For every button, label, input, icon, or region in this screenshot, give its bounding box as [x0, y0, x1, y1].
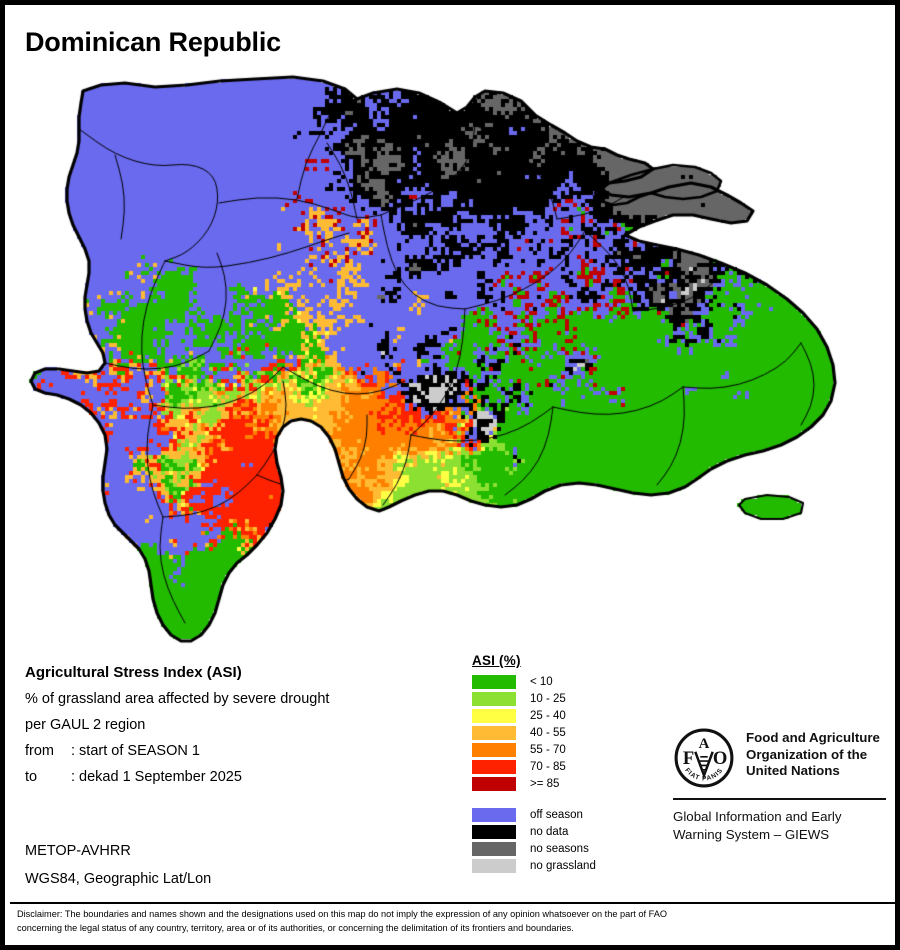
- period-to-value: : dekad 1 September 2025: [71, 769, 242, 785]
- legend-special-row[interactable]: no seasons: [472, 840, 672, 857]
- legend-class-label: >= 85: [530, 777, 560, 790]
- legend-class-swatch: [472, 725, 516, 740]
- legend-class-swatch: [472, 708, 516, 723]
- period-from-value: : start of SEASON 1: [71, 743, 200, 759]
- legend-class-label: 25 - 40: [530, 709, 566, 722]
- description-heading: Agricultural Stress Index (ASI): [25, 664, 242, 681]
- legend-class-label: 70 - 85: [530, 760, 566, 773]
- legend-class-swatch: [472, 742, 516, 757]
- legend-special-row[interactable]: off season: [472, 806, 672, 823]
- map-area[interactable]: [5, 63, 895, 663]
- fao-divider: [673, 798, 886, 800]
- disclaimer-divider: [10, 902, 895, 904]
- legend-class-row[interactable]: 25 - 40: [472, 707, 672, 724]
- legend-class-row[interactable]: 70 - 85: [472, 758, 672, 775]
- legend-special-swatch: [472, 824, 516, 839]
- legend-class-swatch: [472, 691, 516, 706]
- legend-class-label: 55 - 70: [530, 743, 566, 756]
- legend-special-label: no data: [530, 825, 569, 838]
- fao-branding: F A O FIAT PANIS Food and Agriculture Or…: [673, 727, 888, 844]
- legend-class-row[interactable]: 55 - 70: [472, 741, 672, 758]
- legend-special-label: no grassland: [530, 859, 596, 872]
- legend-special-label: off season: [530, 808, 583, 821]
- svg-text:F: F: [683, 748, 694, 769]
- map-legend: ASI (%) < 10 10 - 25 25 - 40 40 - 55 55 - 70…: [472, 653, 672, 874]
- map-metadata: METOP-AVHRR WGS84, Geographic Lat/Lon: [25, 837, 211, 893]
- legend-special-row[interactable]: no data: [472, 823, 672, 840]
- disclaimer-line-1: Disclaimer: The boundaries and names sho…: [17, 909, 667, 919]
- giews-line-1: Global Information and Early: [673, 809, 842, 824]
- legend-class-list: < 10 10 - 25 25 - 40 40 - 55 55 - 70 70 - 85 >…: [472, 673, 672, 792]
- legend-spacer: [472, 792, 672, 806]
- sensor-label: METOP-AVHRR: [25, 843, 131, 859]
- legend-class-row[interactable]: < 10: [472, 673, 672, 690]
- fao-name-line-2: Organization of the: [746, 746, 868, 762]
- page-title: Dominican Republic: [25, 27, 281, 57]
- fao-logo-row: F A O FIAT PANIS Food and Agriculture Or…: [673, 727, 888, 789]
- period-from-label: from: [25, 743, 54, 759]
- disclaimer: Disclaimer: The boundaries and names sho…: [17, 908, 889, 935]
- legend-title: ASI (%): [472, 653, 521, 668]
- fao-logo-icon: F A O FIAT PANIS: [674, 728, 734, 788]
- fao-name: Food and Agriculture Organization of the…: [746, 727, 880, 780]
- period-from-row: from : start of SEASON 1: [25, 738, 455, 764]
- legend-special-swatch: [472, 807, 516, 822]
- fao-name-line-3: United Nations: [746, 763, 840, 778]
- description-line-2: per GAUL 2 region: [25, 717, 146, 733]
- legend-special-label: no seasons: [530, 842, 589, 855]
- legend-class-label: 10 - 25: [530, 692, 566, 705]
- legend-class-row[interactable]: 10 - 25: [472, 690, 672, 707]
- period-to-label: to: [25, 769, 38, 785]
- giews-line-2: Warning System – GIEWS: [673, 827, 830, 842]
- disclaimer-line-2: concerning the legal status of any count…: [17, 922, 574, 933]
- svg-text:A: A: [699, 736, 710, 752]
- legend-special-list: off season no data no seasons no grassland: [472, 806, 672, 874]
- asi-choropleth-map[interactable]: [5, 63, 895, 663]
- period-to-row: to : dekad 1 September 2025: [25, 764, 455, 790]
- legend-special-swatch: [472, 841, 516, 856]
- projection-label: WGS84, Geographic Lat/Lon: [25, 871, 212, 887]
- legend-special-row[interactable]: no grassland: [472, 857, 672, 874]
- legend-class-label: < 10: [530, 675, 553, 688]
- legend-class-swatch: [472, 776, 516, 791]
- fao-name-line-1: Food and Agriculture: [746, 730, 880, 745]
- legend-class-row[interactable]: >= 85: [472, 775, 672, 792]
- svg-text:O: O: [713, 748, 727, 769]
- legend-class-swatch: [472, 759, 516, 774]
- legend-class-label: 40 - 55: [530, 726, 566, 739]
- legend-class-swatch: [472, 674, 516, 689]
- giews-name: Global Information and Early Warning Sys…: [673, 808, 888, 844]
- legend-class-row[interactable]: 40 - 55: [472, 724, 672, 741]
- map-description: Agricultural Stress Index (ASI) % of gra…: [25, 660, 455, 790]
- legend-special-swatch: [472, 858, 516, 873]
- description-line-1: % of grassland area affected by severe d…: [25, 691, 330, 707]
